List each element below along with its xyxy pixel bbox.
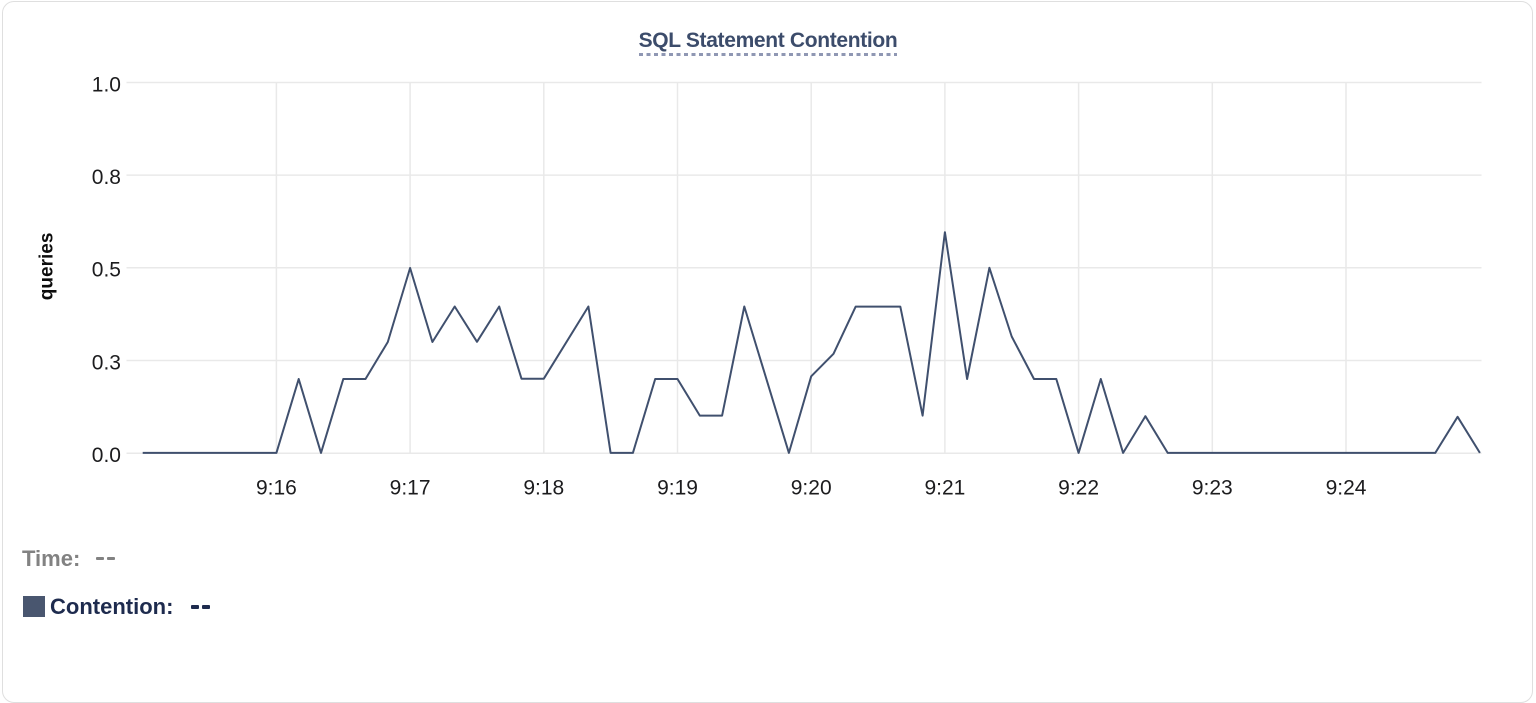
svg-text:9:23: 9:23 xyxy=(1192,477,1233,500)
svg-text:queries: queries xyxy=(37,233,58,301)
svg-text:0.8: 0.8 xyxy=(92,166,121,189)
svg-text:0.0: 0.0 xyxy=(92,444,121,467)
svg-text:1.0: 1.0 xyxy=(92,73,121,96)
svg-text:9:19: 9:19 xyxy=(657,477,698,500)
svg-text:0.3: 0.3 xyxy=(92,351,121,374)
svg-text:9:24: 9:24 xyxy=(1326,477,1367,500)
svg-text:0.5: 0.5 xyxy=(92,259,121,282)
svg-text:9:22: 9:22 xyxy=(1058,477,1099,500)
svg-text:9:20: 9:20 xyxy=(791,477,832,500)
svg-text:9:21: 9:21 xyxy=(924,477,965,500)
svg-text:9:16: 9:16 xyxy=(256,477,297,500)
svg-text:9:17: 9:17 xyxy=(390,477,431,500)
svg-text:9:18: 9:18 xyxy=(523,477,564,500)
